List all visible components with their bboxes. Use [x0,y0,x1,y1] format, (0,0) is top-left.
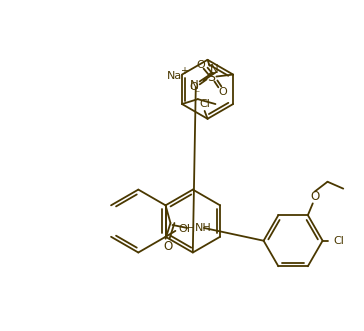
Text: N: N [189,79,198,92]
Text: O: O [310,190,319,203]
Text: ⁻: ⁻ [194,89,199,99]
Text: Cl: Cl [199,99,210,109]
Text: Cl: Cl [333,236,344,246]
Text: O: O [189,82,198,92]
Text: OH: OH [179,224,196,234]
Text: S: S [207,71,215,84]
Text: O: O [163,240,172,253]
Text: O: O [218,87,227,97]
Text: N: N [210,63,219,76]
Text: Na: Na [166,71,182,80]
Text: +: + [180,66,188,75]
Text: NH: NH [195,223,212,233]
Text: O: O [196,60,205,70]
